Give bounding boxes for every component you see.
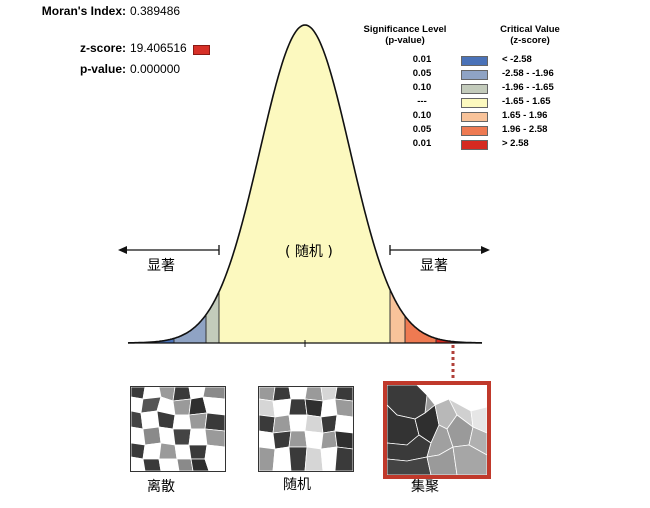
legend-swatch [461,126,488,136]
legend-critical-range: 1.96 - 2.58 [502,124,548,135]
legend-pvalue: 0.05 [412,68,432,79]
significance-level-header-line1: Significance Level [363,24,447,35]
random-label: 随机 [283,477,311,493]
critical-value-header: Critical Value (z-score) [490,24,570,46]
left-arrowhead [118,246,127,254]
legend-pvalue: --- [417,96,427,107]
curve-region-p05-low [174,314,206,343]
curve-region-p01-high [436,338,482,343]
significance-level-header-line2: (p-value) [385,35,425,46]
legend-critical-range: < -2.58 [502,54,532,65]
curve-region-p01-low [128,338,174,343]
curve-region-p05-high [405,316,436,343]
legend-pvalue: 0.10 [412,110,432,121]
pvalue-label: p-value: [79,62,126,76]
legend-swatch [461,70,488,80]
left-significant-label: 显著 [147,258,175,274]
legend-critical-range: 1.65 - 1.96 [502,110,548,121]
curve-region-p10-low [206,291,219,343]
region-dividers [173,289,437,343]
zscore-indicator [193,45,210,55]
morans-index-value: 0.389486 [130,4,181,18]
curve-outline [127,24,483,344]
curve-region-random [219,25,390,343]
right-significant-label: 显著 [420,258,448,274]
curve-region-p10-high [390,289,405,343]
legend-critical-range: -2.58 - -1.96 [502,68,554,79]
legend-swatch [461,84,488,94]
pvalue-value: 0.000000 [130,62,181,76]
legend-critical-range: -1.65 - 1.65 [502,96,551,107]
legend-pvalue: 0.10 [412,82,432,93]
legend-swatch [461,140,488,150]
legend-swatch [461,98,488,108]
legend-pvalue: 0.01 [412,138,432,149]
legend-swatch [461,112,488,122]
zscore-label: z-score: [79,41,126,55]
normal-distribution-curve [118,24,490,382]
random-region-label: ( 随机 ) [285,244,333,260]
right-arrowhead [481,246,490,254]
dispersed-label: 离散 [147,479,175,495]
clustered-pattern-map [383,381,491,479]
morans-index-label: Moran's Index: [41,4,126,18]
legend-critical-range: -1.96 - -1.65 [502,82,554,93]
critical-value-header-line2: (z-score) [510,35,550,46]
random-pattern-map [258,386,354,472]
clustered-label: 集聚 [411,479,439,495]
legend-pvalue: 0.01 [412,54,432,65]
legend-pvalue: 0.05 [412,124,432,135]
legend-critical-range: > 2.58 [502,138,529,149]
significance-level-header: Significance Level (p-value) [355,24,455,46]
zscore-value: 19.406516 [130,41,187,55]
dispersed-pattern-map [130,386,226,472]
legend-swatch [461,56,488,66]
critical-value-header-line1: Critical Value [500,24,560,35]
